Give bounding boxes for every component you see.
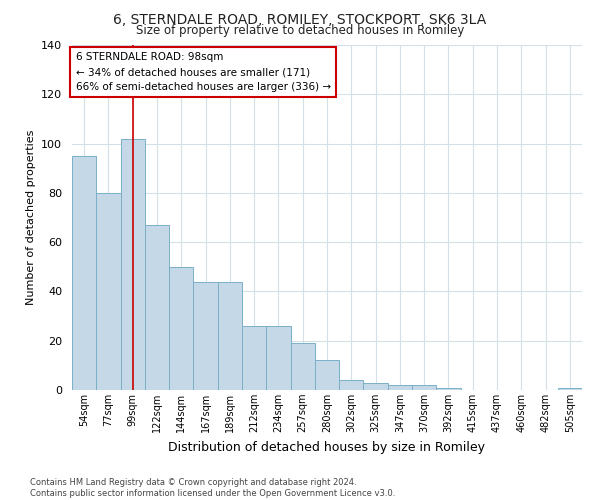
Bar (558, 388, 582, 390)
X-axis label: Distribution of detached houses by size in Romiley: Distribution of detached houses by size … (169, 440, 485, 454)
Bar (121, 138, 145, 390)
Bar (96, 193, 121, 390)
Bar (193, 282, 218, 390)
Bar (242, 326, 266, 390)
Y-axis label: Number of detached properties: Number of detached properties (26, 130, 35, 305)
Text: Contains HM Land Registry data © Crown copyright and database right 2024.
Contai: Contains HM Land Registry data © Crown c… (30, 478, 395, 498)
Bar (436, 388, 461, 390)
Bar (315, 360, 339, 390)
Text: 6, STERNDALE ROAD, ROMILEY, STOCKPORT, SK6 3LA: 6, STERNDALE ROAD, ROMILEY, STOCKPORT, S… (113, 12, 487, 26)
Bar (412, 385, 436, 390)
Bar (72, 156, 96, 390)
Bar (169, 267, 193, 390)
Bar (145, 225, 169, 390)
Bar (290, 343, 315, 390)
Bar (218, 282, 242, 390)
Bar (388, 385, 412, 390)
Bar (266, 326, 290, 390)
Bar (339, 380, 364, 390)
Text: Size of property relative to detached houses in Romiley: Size of property relative to detached ho… (136, 24, 464, 37)
Text: 6 STERNDALE ROAD: 98sqm
← 34% of detached houses are smaller (171)
66% of semi-d: 6 STERNDALE ROAD: 98sqm ← 34% of detache… (76, 52, 331, 92)
Bar (364, 382, 388, 390)
